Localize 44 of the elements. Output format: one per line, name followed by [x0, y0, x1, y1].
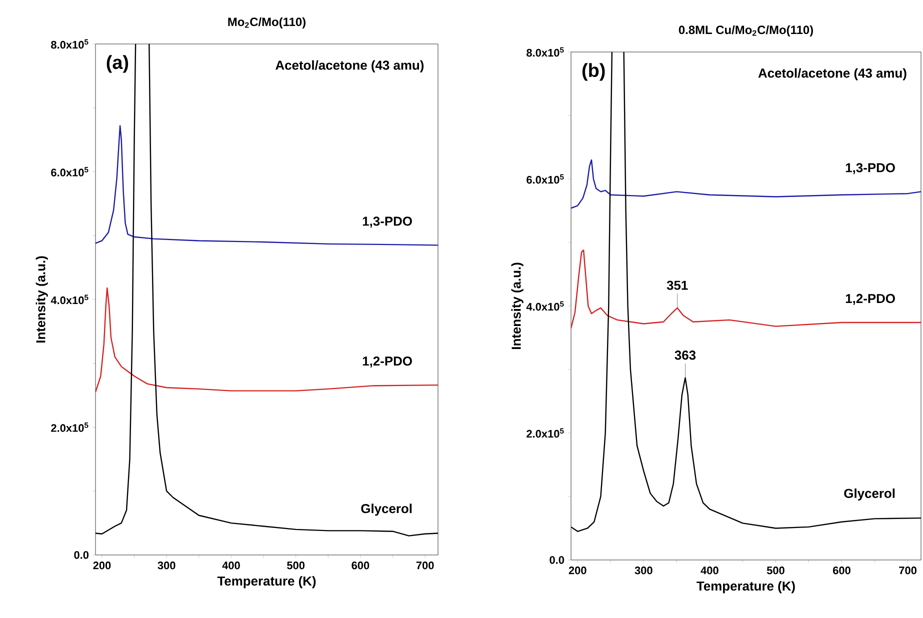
x-tick-label: 200 [93, 562, 111, 570]
x-tick-label: 700 [899, 566, 916, 574]
line-series [96, 287, 438, 393]
series-label: 1,3-PDO [846, 163, 895, 174]
y-tick-label: 0.0 [550, 556, 564, 564]
line-series [571, 250, 922, 329]
annotation: Acetol/acetone (43 amu) [758, 68, 906, 80]
x-tick-label: 500 [766, 566, 784, 574]
annotation: Acetol/acetone (43 amu) [276, 60, 424, 72]
annotation: (a) [106, 55, 128, 73]
series-label: Glycerol [361, 504, 412, 516]
annotation: 351 [666, 280, 688, 290]
y-tick-label: 2.0x10$^{5}$ [51, 422, 88, 432]
annotation: (b) [582, 63, 605, 81]
y-tick-label: 0.0 [74, 551, 89, 559]
x-axis-title: Temperature (K) [217, 576, 316, 588]
x-tick-label: 500 [287, 562, 305, 570]
chart-title: 0.8ML Cu/Mo$_{2}$C/Mo(110) [678, 25, 813, 36]
y-tick-label: 6.0x10$^{5}$ [51, 167, 88, 176]
y-axis-title: Intensity (a.u.) [511, 262, 524, 350]
x-tick-label: 400 [222, 562, 240, 570]
x-tick-label: 700 [416, 562, 434, 570]
y-axis-title: Intensity (a.u.) [36, 256, 48, 343]
x-tick-label: 600 [352, 562, 370, 570]
annotation: 363 [674, 350, 696, 360]
x-tick-label: 600 [833, 566, 850, 574]
x-tick-label: 300 [634, 566, 652, 574]
y-tick-label: 2.0x10$^{5}$ [526, 428, 564, 438]
series-label: 1,3-PDO [362, 216, 412, 228]
series-label: 1,2-PDO [362, 356, 412, 368]
line-series [96, 125, 438, 246]
x-tick-label: 200 [568, 566, 586, 574]
y-tick-label: 6.0x10$^{5}$ [526, 174, 564, 184]
x-axis-title: Temperature (K) [696, 581, 795, 594]
line-series [571, 159, 922, 209]
y-tick-label: 8.0x10$^{5}$ [526, 47, 564, 57]
x-tick-label: 300 [158, 562, 176, 570]
chart-title: Mo$_{2}$C/Mo(110) [228, 17, 306, 28]
y-tick-label: 8.0x10$^{5}$ [51, 39, 88, 49]
series-label: 1,2-PDO [846, 294, 895, 305]
y-tick-label: 4.0x10$^{5}$ [526, 301, 564, 311]
series-label: Glycerol [844, 488, 895, 501]
x-tick-label: 400 [700, 566, 718, 574]
y-tick-label: 4.0x10$^{5}$ [50, 294, 88, 304]
